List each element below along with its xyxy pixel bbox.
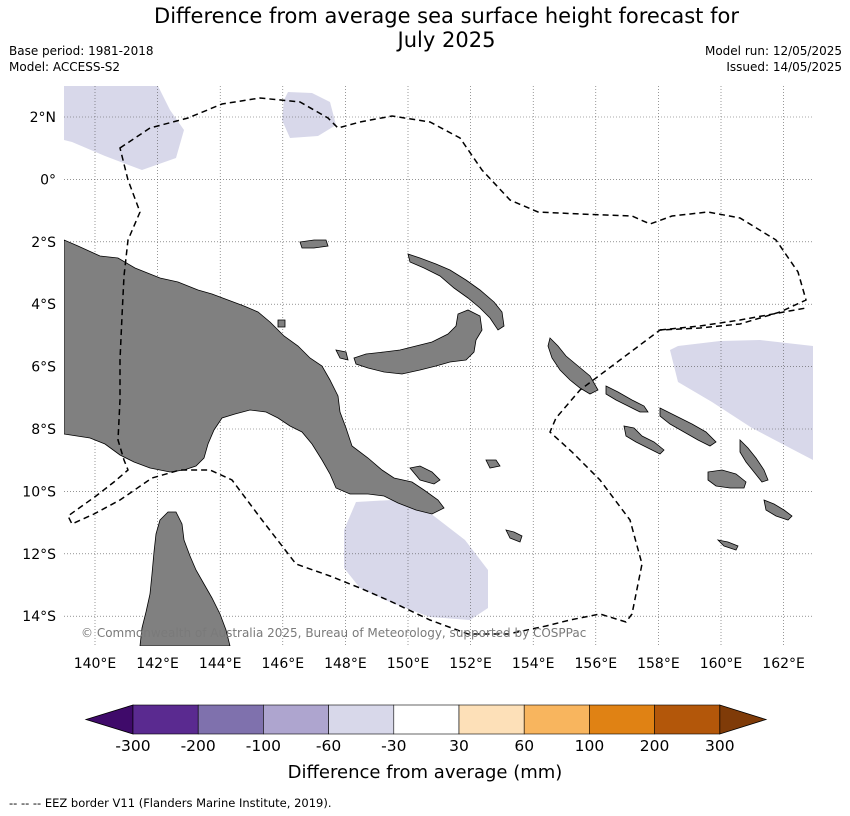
map-area — [64, 86, 813, 646]
longitude-label: 158°E — [637, 656, 680, 672]
colorbar-segment — [393, 704, 460, 735]
anomaly-region-northwest — [64, 86, 184, 170]
longitude-label: 160°E — [700, 656, 743, 672]
meta-right: Model run: 12/05/2025 Issued: 14/05/2025 — [705, 43, 842, 75]
longitude-label: 146°E — [262, 656, 305, 672]
longitude-label: 154°E — [512, 656, 555, 672]
colorbar-tick-label: 300 — [705, 737, 735, 755]
issued-text: Issued: 14/05/2025 — [726, 60, 842, 74]
copyright-text: © Commonwealth of Australia 2025, Bureau… — [81, 626, 586, 640]
colorbar-title: Difference from average (mm) — [288, 762, 563, 783]
colorbar-segment — [589, 704, 655, 735]
colorbar-tick-label: -60 — [316, 737, 341, 755]
latitude-labels: 2°N 0° 2°S 4°S 6°S 8°S 10°S 12°S 14°S — [22, 110, 56, 625]
latitude-label: 2°N — [30, 110, 56, 126]
woodlark-island — [485, 459, 501, 469]
anomaly-region-east — [670, 340, 813, 460]
longitude-label: 148°E — [324, 656, 367, 672]
longitude-label: 150°E — [387, 656, 430, 672]
eez-border-png — [67, 97, 807, 635]
umboi-island — [335, 349, 349, 361]
colorbar-segment — [523, 704, 590, 735]
colorbar-segment — [458, 704, 525, 735]
latitude-label: 6°S — [31, 360, 56, 376]
colorbar-tick-label: 200 — [640, 737, 670, 755]
colorbar-extend-min — [84, 704, 134, 735]
guadalcanal-island — [707, 469, 747, 489]
latitude-label: 2°S — [31, 235, 56, 251]
latitude-label: 8°S — [31, 422, 56, 438]
new-guinea-island — [64, 239, 445, 515]
base-period-text: Base period: 1981-2018 — [9, 44, 154, 58]
eez-border-solomon — [659, 307, 807, 331]
colorbar: -300 -200 -100 -60 -30 30 60 100 200 300 — [84, 704, 768, 755]
bougainville-island — [547, 337, 599, 395]
longitude-label: 156°E — [575, 656, 618, 672]
louisiade-archipelago — [505, 529, 523, 543]
longitude-label: 152°E — [449, 656, 492, 672]
karkar-island — [277, 319, 286, 328]
colorbar-tick-label: -100 — [246, 737, 281, 755]
latitude-label: 4°S — [31, 297, 56, 313]
new-georgia-island — [623, 425, 665, 455]
makira-island — [763, 499, 793, 521]
longitude-label: 142°E — [136, 656, 179, 672]
colorbar-tick-label: -300 — [115, 737, 150, 755]
colorbar-tick-label: 60 — [514, 737, 534, 755]
latitude-label: 12°S — [22, 547, 56, 563]
choiseul-island — [605, 385, 649, 413]
colorbar-tick-label: 30 — [449, 737, 469, 755]
colorbar-segment — [263, 704, 329, 735]
colorbar-segment — [328, 704, 395, 735]
title-line-1: Difference from average sea surface heig… — [154, 4, 739, 28]
land-masses — [64, 239, 793, 646]
longitude-labels: 140°E 142°E 144°E 146°E 148°E 150°E 152°E 154°E… — [74, 656, 805, 672]
colorbar-segment — [197, 704, 264, 735]
map-title: Difference from average sea surface heig… — [0, 4, 850, 52]
colorbar-tick-label: -30 — [381, 737, 406, 755]
rennell-island — [716, 539, 739, 551]
new-ireland-island — [407, 253, 505, 331]
latitude-label: 10°S — [22, 484, 56, 500]
new-britain-island — [353, 309, 483, 375]
longitude-label: 140°E — [74, 656, 117, 672]
longitude-label: 144°E — [199, 656, 242, 672]
model-text: Model: ACCESS-S2 — [9, 60, 121, 74]
colorbar-segment — [654, 704, 721, 735]
manus-island — [299, 239, 329, 249]
longitude-label: 162°E — [762, 656, 805, 672]
meta-left: Base period: 1981-2018 Model: ACCESS-S2 — [9, 43, 154, 75]
colorbar-tick-label: -200 — [181, 737, 216, 755]
santa-isabel-island — [659, 407, 717, 447]
cape-york-peninsula — [139, 511, 231, 646]
colorbar-segment — [132, 704, 199, 735]
malaita-island — [739, 439, 769, 483]
model-run-text: Model run: 12/05/2025 — [704, 44, 842, 58]
anomaly-region-north — [282, 92, 336, 138]
anomaly-shading — [64, 86, 813, 620]
colorbar-tick-label: 100 — [575, 737, 605, 755]
latitude-label: 14°S — [22, 609, 56, 625]
anomaly-region-coral-sea — [344, 500, 488, 620]
latitude-label: 0° — [40, 172, 56, 188]
eez-legend-footnote: -- -- -- EEZ border V11 (Flanders Marine… — [9, 796, 332, 810]
title-line-2: July 2025 — [397, 28, 496, 52]
dentrecasteaux-islands — [409, 465, 441, 485]
colorbar-extend-max — [719, 704, 768, 735]
